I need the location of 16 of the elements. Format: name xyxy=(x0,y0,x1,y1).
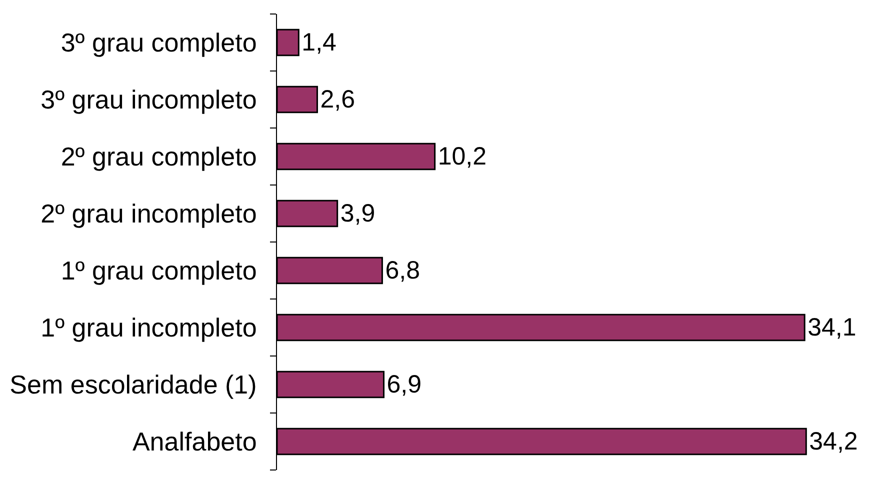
data-label: 2,6 xyxy=(320,86,355,114)
y-tick-label: 2º grau incompleto xyxy=(40,198,257,229)
y-tick-label: 3º grau completo xyxy=(60,28,257,58)
y-tick-label: 2º grau completo xyxy=(60,142,257,172)
y-tick-label: Analfabeto xyxy=(132,426,257,457)
data-label: 34,1 xyxy=(808,314,856,342)
data-label: 10,2 xyxy=(438,142,486,170)
y-tick-label: Sem escolaridade (1) xyxy=(10,370,257,400)
data-label: 3,9 xyxy=(340,200,376,228)
y-tick-label: 3º grau incompleto xyxy=(40,84,257,115)
y-tick-label: 1º grau completo xyxy=(60,256,257,286)
data-label: 6,8 xyxy=(385,256,420,285)
data-label: 6,9 xyxy=(386,370,422,399)
data-label: 34,2 xyxy=(809,428,858,456)
y-tick-label: 1º grau incompleto xyxy=(40,312,257,343)
data-label: 1,4 xyxy=(302,28,337,57)
